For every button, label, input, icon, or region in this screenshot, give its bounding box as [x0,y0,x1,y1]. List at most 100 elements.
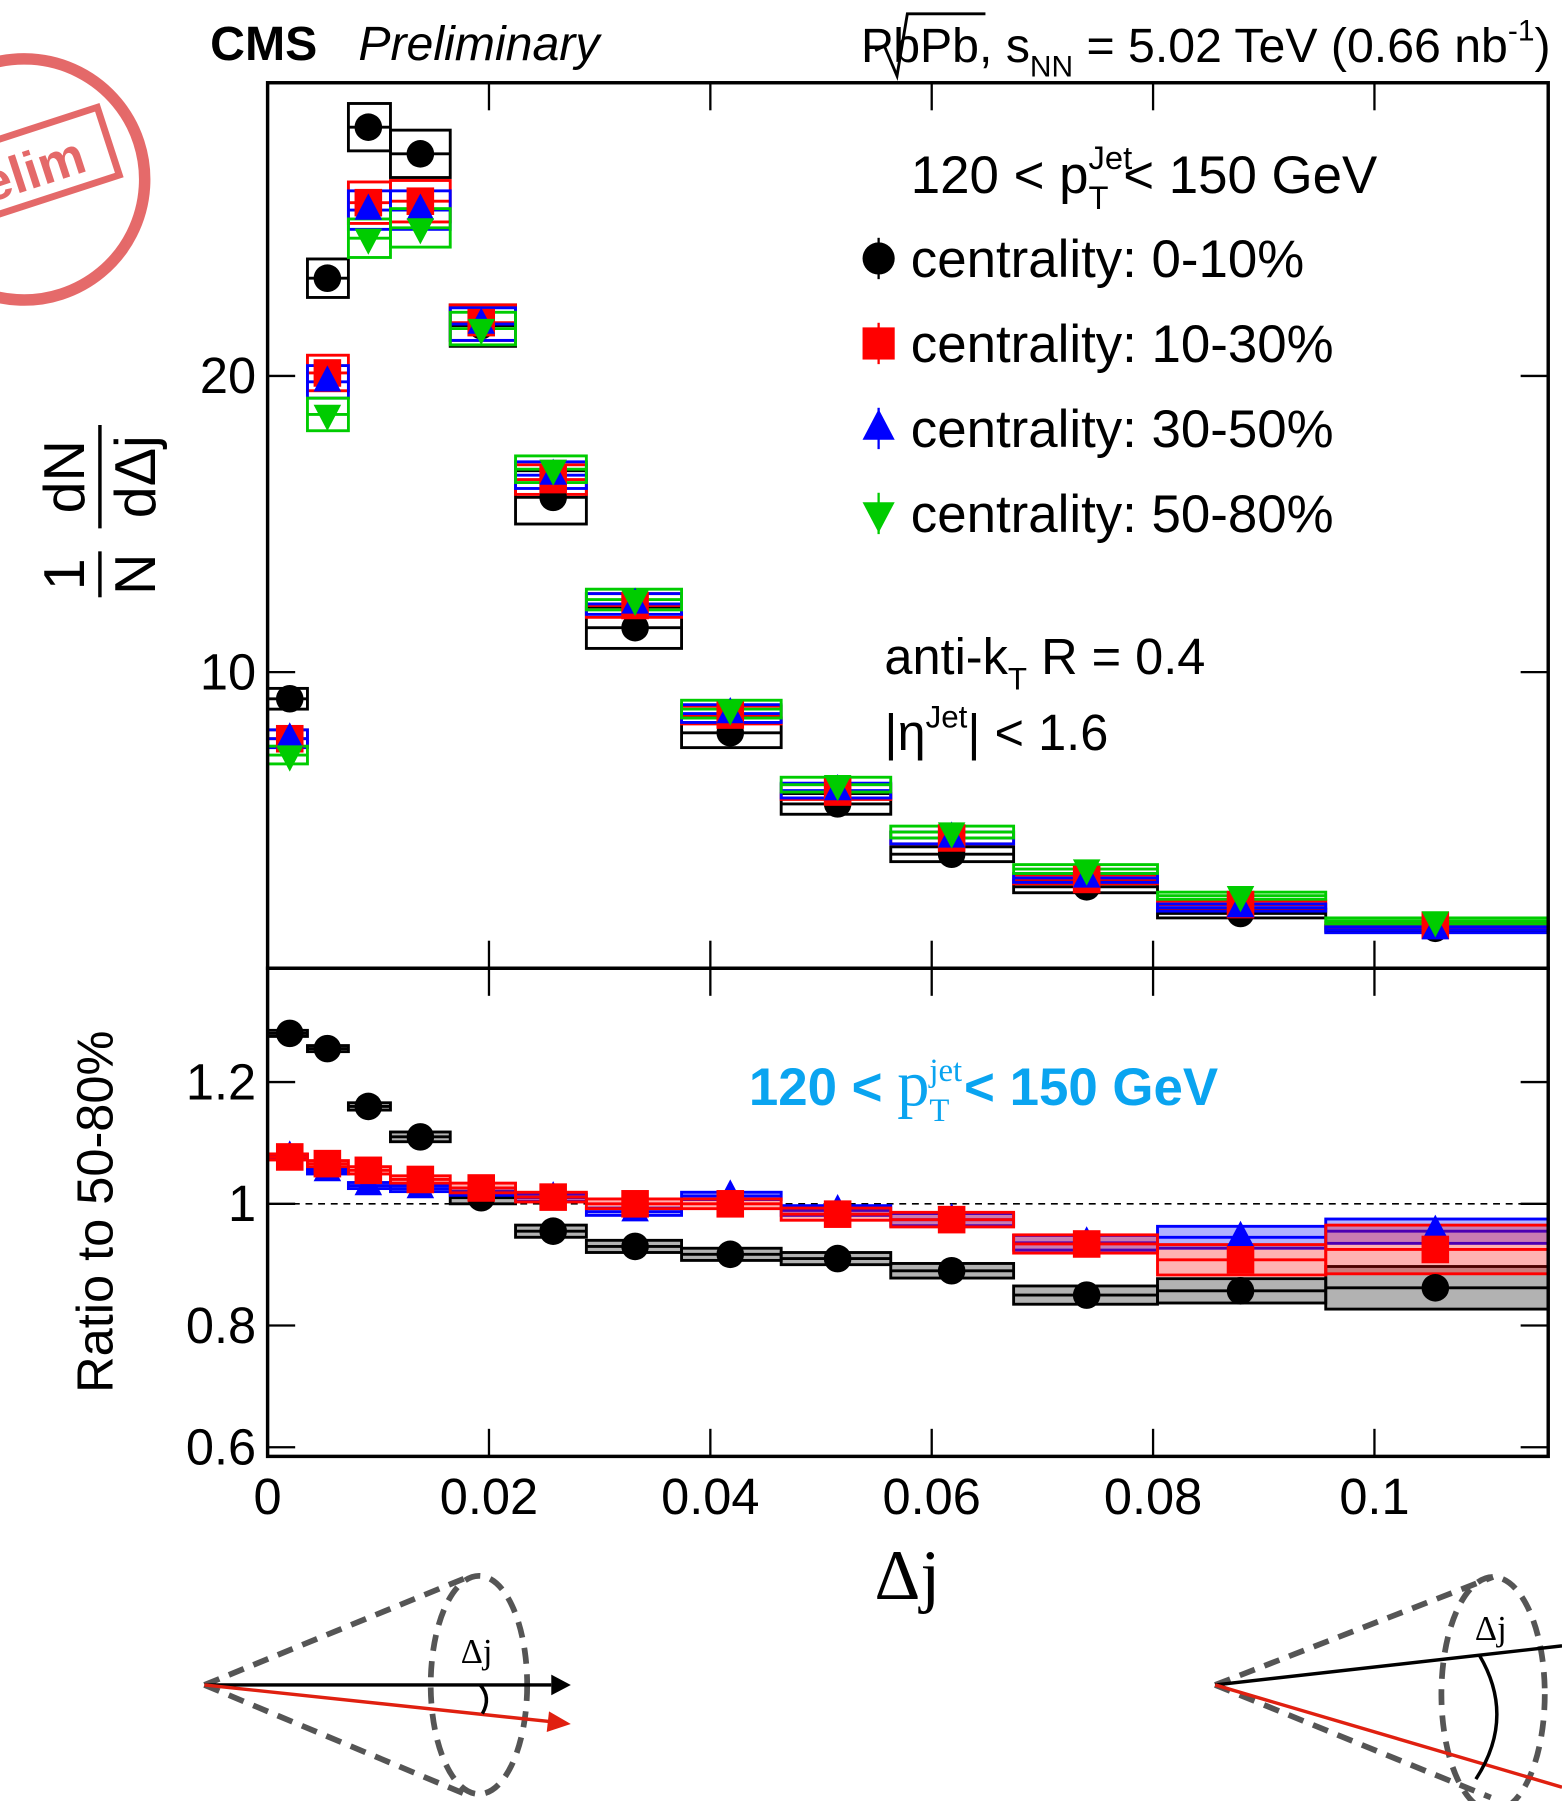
marker [1421,1274,1450,1302]
marker [621,589,649,617]
text-part: 120 < p [911,146,1089,205]
marker [1226,1220,1255,1247]
marker [862,242,895,275]
marker [406,140,435,168]
angle-arc [478,1683,489,1715]
x-tick-label: 0.04 [661,1468,759,1525]
legend-label: centrality: 50-80% [911,485,1334,544]
x-tick-label: 0.02 [440,1468,538,1525]
stamp: elim [0,53,151,306]
marker [862,409,895,440]
marker [275,1019,304,1048]
y-tick-label: 20 [200,347,256,404]
y-tick-label: 0.6 [186,1418,256,1475]
marker [354,113,383,141]
marker [823,1244,852,1273]
text-part: jet [928,1053,962,1089]
angle-arc [1474,1654,1499,1781]
marker [621,613,649,642]
marker [313,264,342,292]
marker [539,1217,567,1245]
marker [621,1232,649,1261]
jet-axis [1214,1644,1562,1687]
text-part: anti-k [884,628,1008,685]
text-part: |η [884,704,925,761]
diagram-right [1214,1574,1562,1801]
marker [823,774,852,802]
marker [406,1165,435,1194]
marker [313,1034,342,1063]
marker [716,1240,745,1269]
marker [716,699,745,726]
marker [937,1205,966,1234]
y-label-part: dN [33,440,97,513]
legend-label: centrality: 30-50% [911,400,1334,459]
marker [539,1183,567,1211]
y-label-part: 1 [33,558,97,590]
text-part: -1 [1508,14,1535,47]
marker [354,1156,383,1185]
stamp-ring [0,53,151,306]
cone [1214,1574,1495,1801]
text-part: NN [1030,51,1073,84]
text-part: Jet [1089,139,1133,176]
marker [862,327,895,360]
marker [354,193,383,220]
marker [1226,1277,1255,1305]
stamp-band [0,103,124,244]
arrow-head [546,1711,571,1733]
x-tick-label: 0.08 [1104,1468,1202,1525]
text-part: ) [1534,19,1550,73]
text-part: | < 1.6 [967,704,1108,761]
y-axis-label: Ratio to 50-80% [67,1031,124,1393]
y-tick-label: 1 [228,1175,256,1232]
y-axis-label: 1 NdN dΔj [33,425,168,598]
annotation: 120 < pjet T < 150 GeV [749,1048,1218,1129]
marker [1421,1235,1450,1264]
marker [313,365,342,392]
marker [621,1190,649,1218]
text-part: Jet [926,699,968,734]
x-tick-label: 0 [254,1468,282,1525]
marker [716,1190,745,1218]
y-label-part: dΔj [104,435,168,518]
y-tick-label: 1.2 [186,1053,256,1110]
marker [406,193,435,220]
marker [1421,1214,1450,1241]
marker [1072,1281,1101,1309]
text-part: < 150 GeV [949,1058,1218,1117]
text-part: T [1089,179,1109,216]
cone-ellipse [1438,1574,1548,1801]
experiment: CMS [210,17,317,71]
annotation: |ηJet| < 1.6 [884,699,1108,761]
x-tick-label: 0.1 [1339,1468,1409,1525]
sqrt-sign [874,12,986,81]
marker [406,1123,435,1151]
text-part: T [929,1093,949,1129]
y-tick-label: 0.8 [186,1297,256,1354]
marker [937,1256,966,1285]
cone [203,1573,472,1797]
legend-label: centrality: 0-10% [911,230,1304,289]
text-part: < 150 GeV [1109,146,1378,205]
marker [354,1092,383,1121]
marker [1421,911,1450,938]
x-axis-label: Δj [875,1537,941,1615]
marker [1072,1230,1101,1258]
status: Preliminary [358,17,602,71]
marker [406,218,435,245]
y-label-part: N [104,554,168,595]
marker [1226,1246,1255,1274]
diagram-left [203,1572,571,1797]
marker [823,1200,852,1228]
text-part: R = 0.4 [1027,628,1205,685]
annotation: anti-kT R = 0.4 [884,628,1205,696]
energy: PbPb, sNN = 5.02 TeV (0.66 nb-1) [861,14,1550,83]
marker [539,459,567,486]
marker [937,822,966,849]
marker [467,1174,496,1202]
wta-axis [1214,1683,1562,1789]
marker [275,1143,304,1171]
